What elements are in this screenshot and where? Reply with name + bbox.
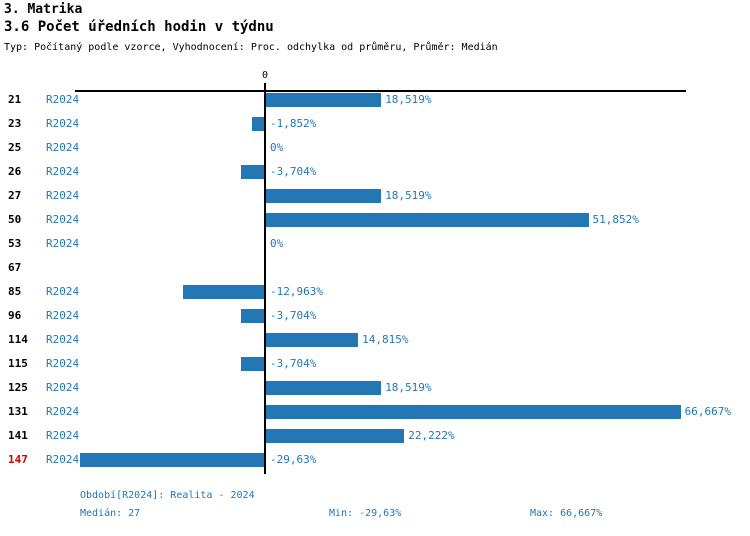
- row-id-label: 21: [8, 93, 22, 106]
- row-period-label: R2024: [46, 189, 80, 202]
- value-label: -3,704%: [270, 357, 317, 370]
- value-bar: [266, 381, 382, 395]
- row-period-label: R2024: [46, 381, 80, 394]
- row-id-label: 96: [8, 309, 22, 322]
- row-period-label: R2024: [46, 285, 80, 298]
- axis-zero-line: [264, 83, 266, 474]
- value-label: 0%: [270, 237, 284, 250]
- value-label: 51,852%: [592, 213, 639, 226]
- row-period-label: R2024: [46, 237, 80, 250]
- row-id-label: 50: [8, 213, 22, 226]
- row-period-label: R2024: [46, 165, 80, 178]
- value-label: 18,519%: [385, 381, 432, 394]
- row-id-label: 53: [8, 237, 22, 250]
- value-bar: [266, 93, 382, 107]
- row-period-label: R2024: [46, 333, 80, 346]
- axis-top-line: [75, 90, 686, 92]
- value-bar: [79, 453, 264, 467]
- row-period-label: R2024: [46, 453, 80, 466]
- row-period-label: R2024: [46, 429, 80, 442]
- value-bar: [240, 309, 264, 323]
- value-bar: [266, 189, 382, 203]
- value-label: 18,519%: [385, 189, 432, 202]
- row-period-label: R2024: [46, 357, 80, 370]
- row-id-label: 23: [8, 117, 22, 130]
- row-id-label: 25: [8, 141, 22, 154]
- row-id-label: 147: [8, 453, 28, 466]
- value-bar: [266, 333, 359, 347]
- row-id-label: 67: [8, 261, 22, 274]
- value-label: -3,704%: [270, 309, 317, 322]
- value-label: 22,222%: [408, 429, 455, 442]
- axis-zero-tick-label: 0: [261, 70, 269, 81]
- row-id-label: 26: [8, 165, 22, 178]
- row-id-label: 114: [8, 333, 28, 346]
- chart-title: 3.6 Počet úředních hodin v týdnu: [4, 19, 274, 35]
- value-bar: [183, 285, 264, 299]
- row-period-label: R2024: [46, 141, 80, 154]
- row-period-label: R2024: [46, 213, 80, 226]
- value-label: -12,963%: [270, 285, 323, 298]
- value-label: 14,815%: [362, 333, 409, 346]
- row-period-label: R2024: [46, 405, 80, 418]
- stat-max: Max: 66,667%: [530, 508, 603, 519]
- value-label: -1,852%: [270, 117, 317, 130]
- row-id-label: 115: [8, 357, 28, 370]
- value-bar: [266, 429, 405, 443]
- value-label: -29,63%: [270, 453, 317, 466]
- report-section-title: 3. Matrika: [4, 2, 83, 17]
- stat-min: Min: -29,63%: [329, 508, 402, 519]
- row-id-label: 131: [8, 405, 28, 418]
- row-period-label: R2024: [46, 117, 80, 130]
- value-label: 18,519%: [385, 93, 432, 106]
- stat-median: Medián: 27: [80, 508, 141, 519]
- value-label: -3,704%: [270, 165, 317, 178]
- chart-meta-line: Typ: Počítaný podle vzorce, Vyhodnocení:…: [4, 42, 498, 53]
- value-bar: [252, 117, 264, 131]
- row-id-label: 85: [8, 285, 22, 298]
- row-id-label: 125: [8, 381, 28, 394]
- row-id-label: 27: [8, 189, 22, 202]
- row-id-label: 141: [8, 429, 28, 442]
- value-bar: [266, 405, 681, 419]
- value-bar: [240, 165, 264, 179]
- value-bar: [240, 357, 264, 371]
- row-period-label: R2024: [46, 93, 80, 106]
- value-bar: [266, 213, 589, 227]
- value-label: 0%: [270, 141, 284, 154]
- legend-period: Období[R2024]: Realita - 2024: [80, 490, 255, 501]
- row-period-label: R2024: [46, 309, 80, 322]
- value-label: 66,667%: [684, 405, 732, 418]
